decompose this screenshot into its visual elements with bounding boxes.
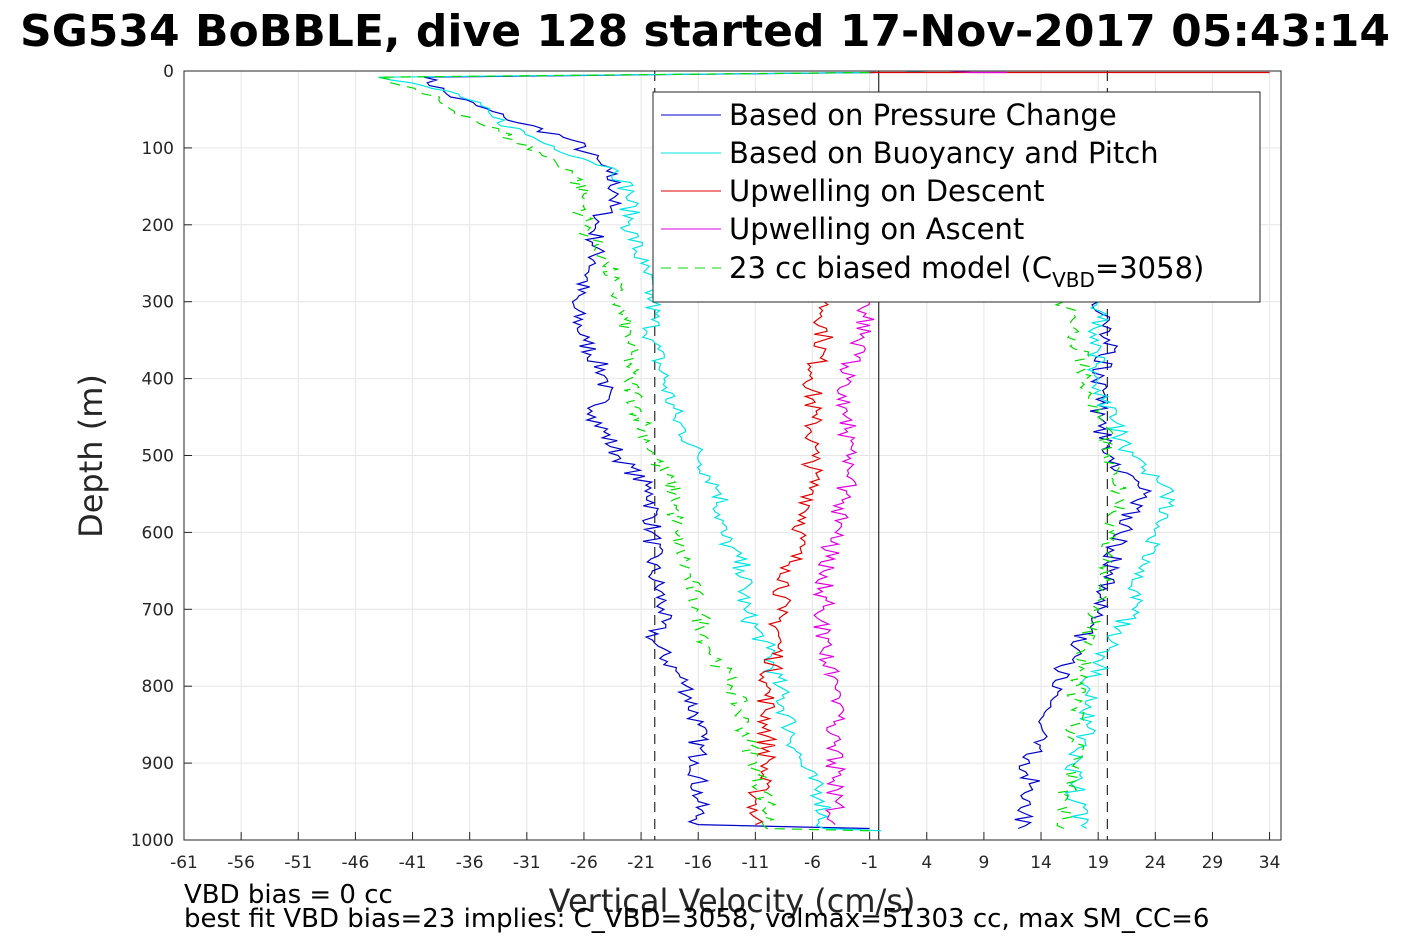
x-tick-label: -31 — [513, 853, 541, 873]
legend-box — [652, 91, 1261, 303]
x-tick-label: -26 — [570, 853, 598, 873]
legend-label-up-descent: Upwelling on Descent — [729, 174, 1045, 208]
legend-label-buoyancy: Based on Buoyancy and Pitch — [729, 136, 1159, 170]
series-buoyancy-ascent — [1064, 301, 1176, 830]
x-tick-label: -1 — [861, 853, 878, 873]
chart-title: SG534 BoBBLE, dive 128 started 17-Nov-20… — [20, 6, 1390, 57]
legend: Based on Pressure Change Based on Buoyan… — [652, 91, 1261, 303]
x-tick-label: -6 — [804, 853, 821, 873]
x-tick-label: -36 — [456, 853, 484, 873]
y-tick-label: 1000 — [131, 831, 174, 851]
legend-model-subscript: VBD — [1052, 268, 1095, 292]
legend-model-suffix: =3058) — [1095, 251, 1204, 285]
legend-model-prefix: 23 cc biased model (C — [729, 251, 1052, 285]
series-pressure-descent — [423, 71, 876, 830]
y-tick-label: 400 — [142, 370, 174, 390]
series-lines — [378, 71, 1270, 832]
y-tick-label: 200 — [142, 216, 174, 236]
legend-label-model: 23 cc biased model (CVBD=3058) — [729, 251, 1204, 292]
series-buoyancy-descent — [378, 71, 882, 832]
x-axis-label: Vertical Velocity (cm/s) — [549, 882, 916, 920]
x-tick-label: 24 — [1144, 853, 1166, 873]
series-up_descent-descent — [745, 301, 834, 826]
y-tick-label: 900 — [142, 754, 174, 774]
x-tick-label: 14 — [1030, 853, 1052, 873]
x-tick-label: -51 — [284, 853, 312, 873]
x-tick-label: -56 — [227, 853, 255, 873]
x-tick-label: 19 — [1087, 853, 1109, 873]
x-tick-label: -46 — [342, 853, 370, 873]
series-up_ascent-ascent — [812, 301, 875, 826]
y-tick-label: 300 — [142, 293, 174, 313]
y-tick-label: 0 — [163, 62, 174, 82]
series-pressure-ascent — [1014, 301, 1153, 830]
series-model-ascent — [1054, 301, 1127, 830]
series-model-descent — [378, 71, 870, 832]
x-tick-label: -11 — [741, 853, 769, 873]
legend-label-up-ascent: Upwelling on Ascent — [729, 212, 1024, 246]
x-tick-label: -16 — [684, 853, 712, 873]
y-tick-label: 600 — [142, 523, 174, 543]
x-tick-label: -41 — [399, 853, 427, 873]
y-tick-label: 500 — [142, 447, 174, 467]
x-tick-label: 29 — [1202, 853, 1224, 873]
y-axis-label: Depth (m) — [72, 374, 110, 538]
y-tick-label: 700 — [142, 600, 174, 620]
x-tick-labels: -61 -56 -51 -46 -41 -36 -31 -26 -21 -16 -11 -6 -1 4 9 1… — [170, 853, 1280, 873]
x-tick-label: 9 — [978, 853, 989, 873]
plot-frame — [183, 70, 1282, 841]
x-tick-label: 34 — [1259, 853, 1281, 873]
x-tick-label: 4 — [921, 853, 932, 873]
annotation-vbd-bias: VBD bias = 0 cc — [184, 880, 393, 910]
y-tick-labels: 0 100 200 300 400 500 600 700 800 900 1000 — [131, 62, 174, 851]
annotation-best-fit: best fit VBD bias=23 implies: C_VBD=3058… — [184, 904, 1209, 934]
series-up_ascent-surface — [949, 71, 1007, 74]
y-tick-label: 800 — [142, 677, 174, 697]
legend-label-pressure: Based on Pressure Change — [729, 98, 1117, 132]
x-tick-label: -61 — [170, 853, 198, 873]
y-tick-label: 100 — [142, 139, 174, 159]
x-tick-label: -21 — [627, 853, 655, 873]
